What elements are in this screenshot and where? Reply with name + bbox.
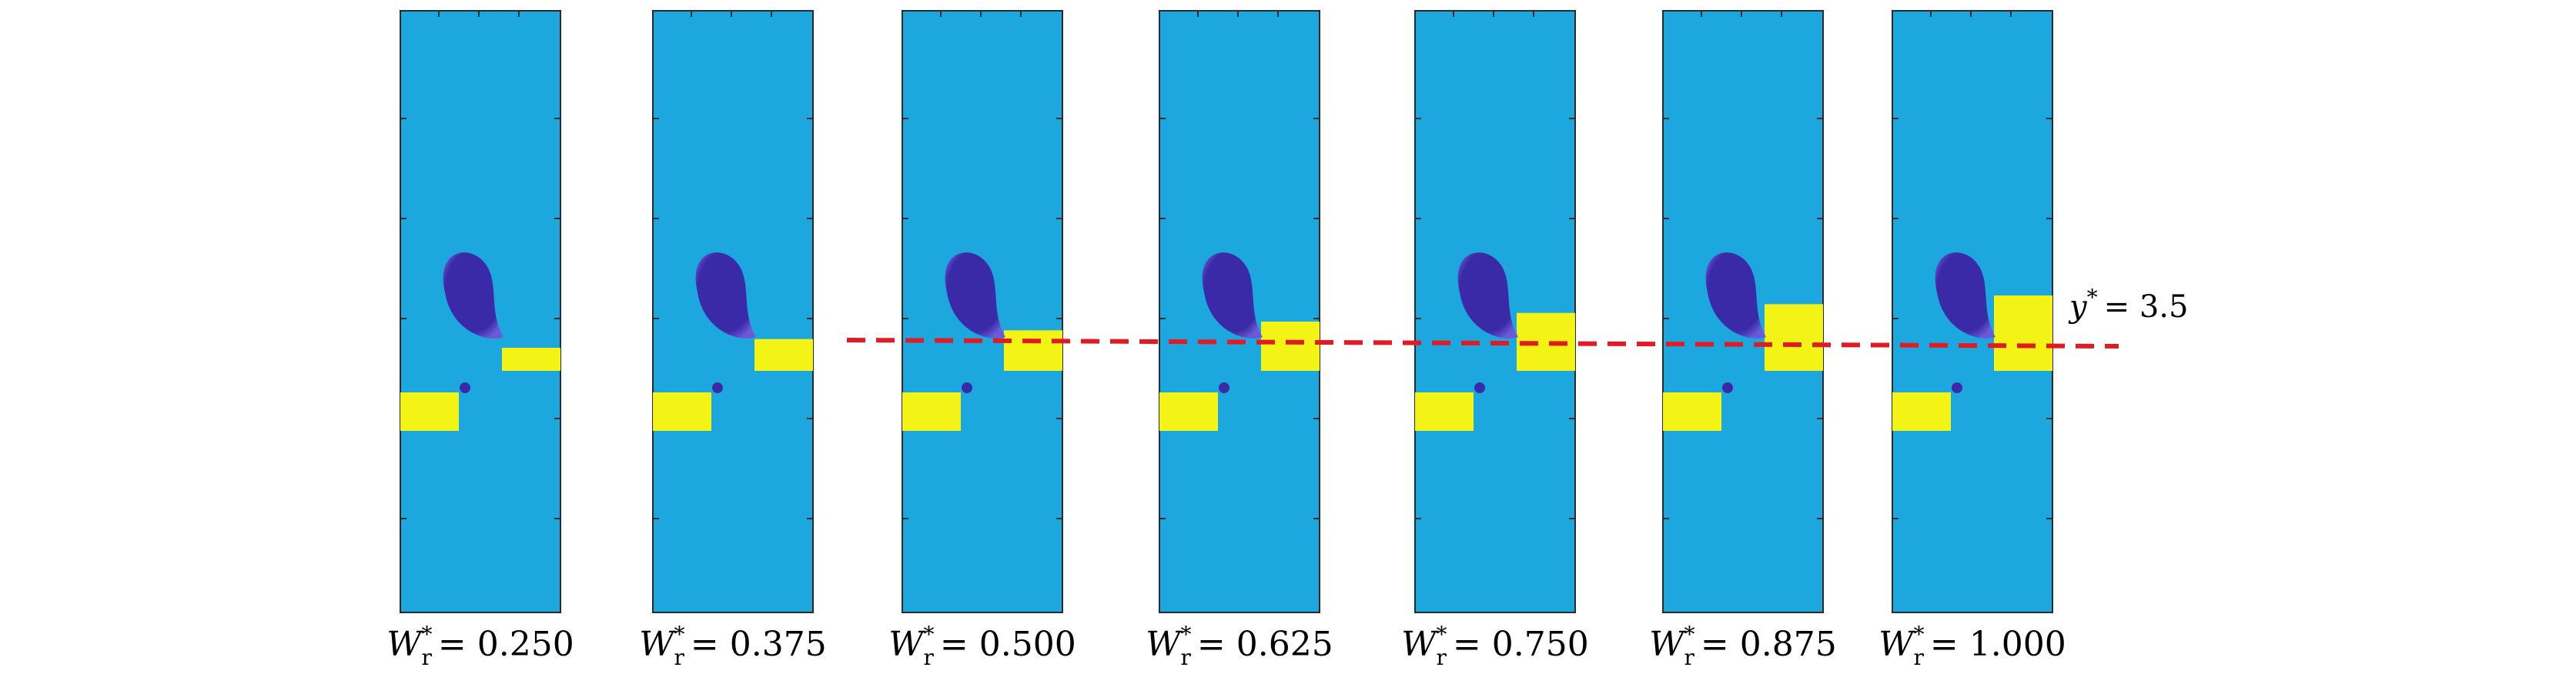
label-value: = 0.375: [691, 625, 827, 664]
reference-line: [846, 338, 2119, 349]
label-sub: r: [924, 645, 935, 670]
panel-label: W* r = 0.250: [386, 622, 574, 670]
label-sub: r: [422, 645, 433, 670]
upper-obstacle: [502, 348, 560, 371]
upper-obstacle: [1004, 330, 1062, 371]
satellite-droplet: [712, 382, 723, 393]
panel-label: W* r = 0.625: [1146, 622, 1333, 670]
label-sup: *: [1437, 622, 1447, 647]
lower-obstacle: [1415, 392, 1474, 431]
label-sup: *: [924, 622, 935, 647]
label-value: = 0.750: [1453, 625, 1589, 664]
label-main: W: [639, 625, 677, 664]
upper-obstacle: [754, 339, 813, 371]
label-sub: r: [1684, 645, 1695, 670]
label-main: W: [1146, 625, 1183, 664]
droplet: [695, 252, 756, 339]
panel-5: W* r = 0.750: [1401, 10, 1589, 670]
droplet: [443, 252, 503, 339]
panel-3: W* r = 0.500: [888, 10, 1076, 670]
label-sup: *: [1181, 622, 1192, 647]
satellite-droplet: [962, 382, 972, 393]
label-sup: *: [1684, 622, 1695, 647]
panel-label: W* r = 0.875: [1649, 622, 1836, 670]
upper-obstacle: [1994, 295, 2052, 371]
label-sub: r: [674, 645, 685, 670]
reference-label: y* = 3.5: [2068, 285, 2188, 325]
panel-label: W* r = 0.500: [888, 622, 1076, 670]
upper-obstacle: [1261, 322, 1320, 371]
lower-obstacle: [902, 392, 961, 431]
label-value: = 0.250: [438, 625, 574, 664]
panel-7: W* r = 1.000: [1878, 10, 2066, 670]
label-value: = 1.000: [1930, 625, 2066, 664]
label-sub: r: [1181, 645, 1192, 670]
panel-label: W* r = 1.000: [1878, 622, 2066, 670]
satellite-droplet: [1722, 382, 1733, 393]
reference-sup: *: [2087, 285, 2098, 310]
label-main: W: [1649, 625, 1687, 664]
panel-6: W* r = 0.875: [1649, 10, 1837, 670]
panel-label: W* r = 0.375: [639, 622, 826, 670]
label-main: W: [1401, 625, 1439, 664]
droplet: [945, 252, 1005, 339]
reference-main: y: [2068, 289, 2088, 325]
panel-1: W* r = 0.250: [386, 10, 574, 670]
satellite-droplet: [1474, 382, 1485, 393]
droplet: [1705, 252, 1766, 339]
label-main: W: [1878, 625, 1916, 664]
satellite-droplet: [1219, 382, 1229, 393]
label-sub: r: [1437, 645, 1447, 670]
reference-value: = 3.5: [2104, 289, 2189, 325]
lower-obstacle: [1663, 392, 1721, 431]
label-main: W: [386, 625, 424, 664]
label-main: W: [888, 625, 926, 664]
panel-label: W* r = 0.750: [1401, 622, 1588, 670]
label-sup: *: [1914, 622, 1925, 647]
lower-obstacle: [400, 392, 459, 431]
lower-obstacle: [1159, 392, 1218, 431]
label-sup: *: [674, 622, 685, 647]
label-sub: r: [1914, 645, 1925, 670]
droplet: [1202, 252, 1263, 339]
droplet: [1935, 252, 1996, 339]
label-value: = 0.875: [1701, 625, 1837, 664]
panel-2: W* r = 0.375: [639, 10, 827, 670]
label-value: = 0.625: [1197, 625, 1333, 664]
upper-obstacle: [1765, 304, 1823, 371]
lower-obstacle: [1892, 392, 1951, 431]
satellite-droplet: [1952, 382, 1962, 393]
label-value: = 0.500: [940, 625, 1076, 664]
label-sup: *: [422, 622, 433, 647]
satellite-droplet: [460, 382, 470, 393]
lower-obstacle: [653, 392, 711, 431]
panel-4: W* r = 0.625: [1146, 10, 1333, 670]
droplet: [1457, 252, 1518, 339]
panels-group: W* r = 0.250 W* r = 0.375 W* r = 0.500 W* r = 0.625…: [386, 10, 2066, 670]
